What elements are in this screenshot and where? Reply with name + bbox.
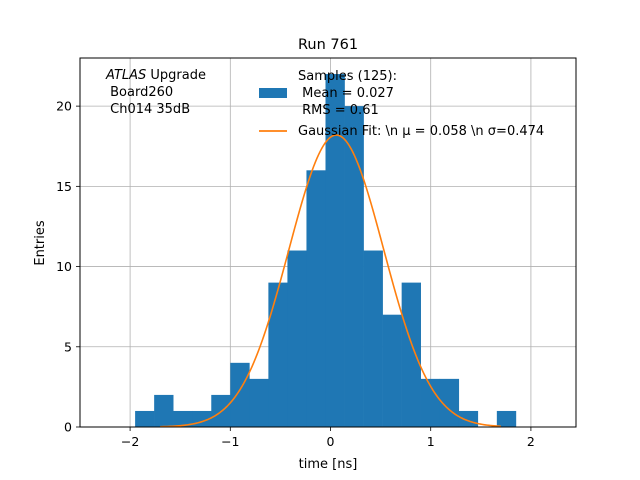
x-tick-label-4: 2 [527,434,535,449]
x-tick-label-1: −1 [221,434,239,449]
gaussian-fit-curve [160,134,501,428]
histogram-bars [135,74,517,427]
annotation-line-2: Board260 [106,85,173,100]
histogram-bar-6 [249,378,269,427]
histogram-bar-8 [287,250,307,427]
legend: Samples (125): Mean = 0.027 RMS = 0.61 G… [259,69,544,139]
y-tick-label-2: 10 [56,259,72,274]
y-axis-ticks: 0 5 10 15 20 [56,99,80,435]
legend-histogram-swatch [259,88,287,98]
y-axis-label: Entries [33,220,48,266]
histogram-bar-15 [420,378,441,427]
legend-histogram-line-3: RMS = 0.61 [298,103,379,118]
histogram-bar-1 [154,394,174,427]
annotation-line-3: Ch014 35dB [106,102,190,117]
histogram-bar-17 [458,410,479,427]
histogram-bar-16 [439,378,460,427]
x-axis-ticks: −2 −1 0 1 2 [121,427,535,449]
y-tick-label-4: 20 [56,99,72,114]
histogram-bar-19 [496,410,517,427]
x-tick-label-0: −2 [121,434,139,449]
histogram-bar-13 [382,314,402,427]
legend-histogram-line-1: Samples (125): [298,69,397,84]
histogram-bar-0 [135,410,155,427]
histogram-bar-14 [401,282,421,427]
plot-frame [79,57,577,428]
histogram-bar-2 [173,410,193,427]
x-tick-label-2: 0 [327,434,335,449]
legend-histogram-line-2: Mean = 0.027 [298,86,394,101]
y-tick-label-3: 15 [56,179,72,194]
annotation-line-1: ATLAS Upgrade [105,68,206,83]
y-tick-label-0: 0 [64,420,72,435]
histogram-bar-10 [325,74,345,427]
histogram-bar-11 [344,106,364,427]
histogram-bar-12 [363,250,383,427]
x-tick-label-3: 1 [427,434,435,449]
histogram-bar-7 [268,282,288,427]
legend-fit-label: Gaussian Fit: \n μ = 0.058 \n σ=0.474 [298,124,544,139]
atlas-annotation: ATLAS Upgrade Board260 Ch014 35dB [105,68,206,117]
x-axis-label: time [ns] [299,457,358,472]
histogram-bar-9 [306,170,326,427]
y-tick-label-1: 5 [64,339,72,354]
histogram-bar-5 [230,362,250,427]
chart-title: Run 761 [298,37,358,53]
